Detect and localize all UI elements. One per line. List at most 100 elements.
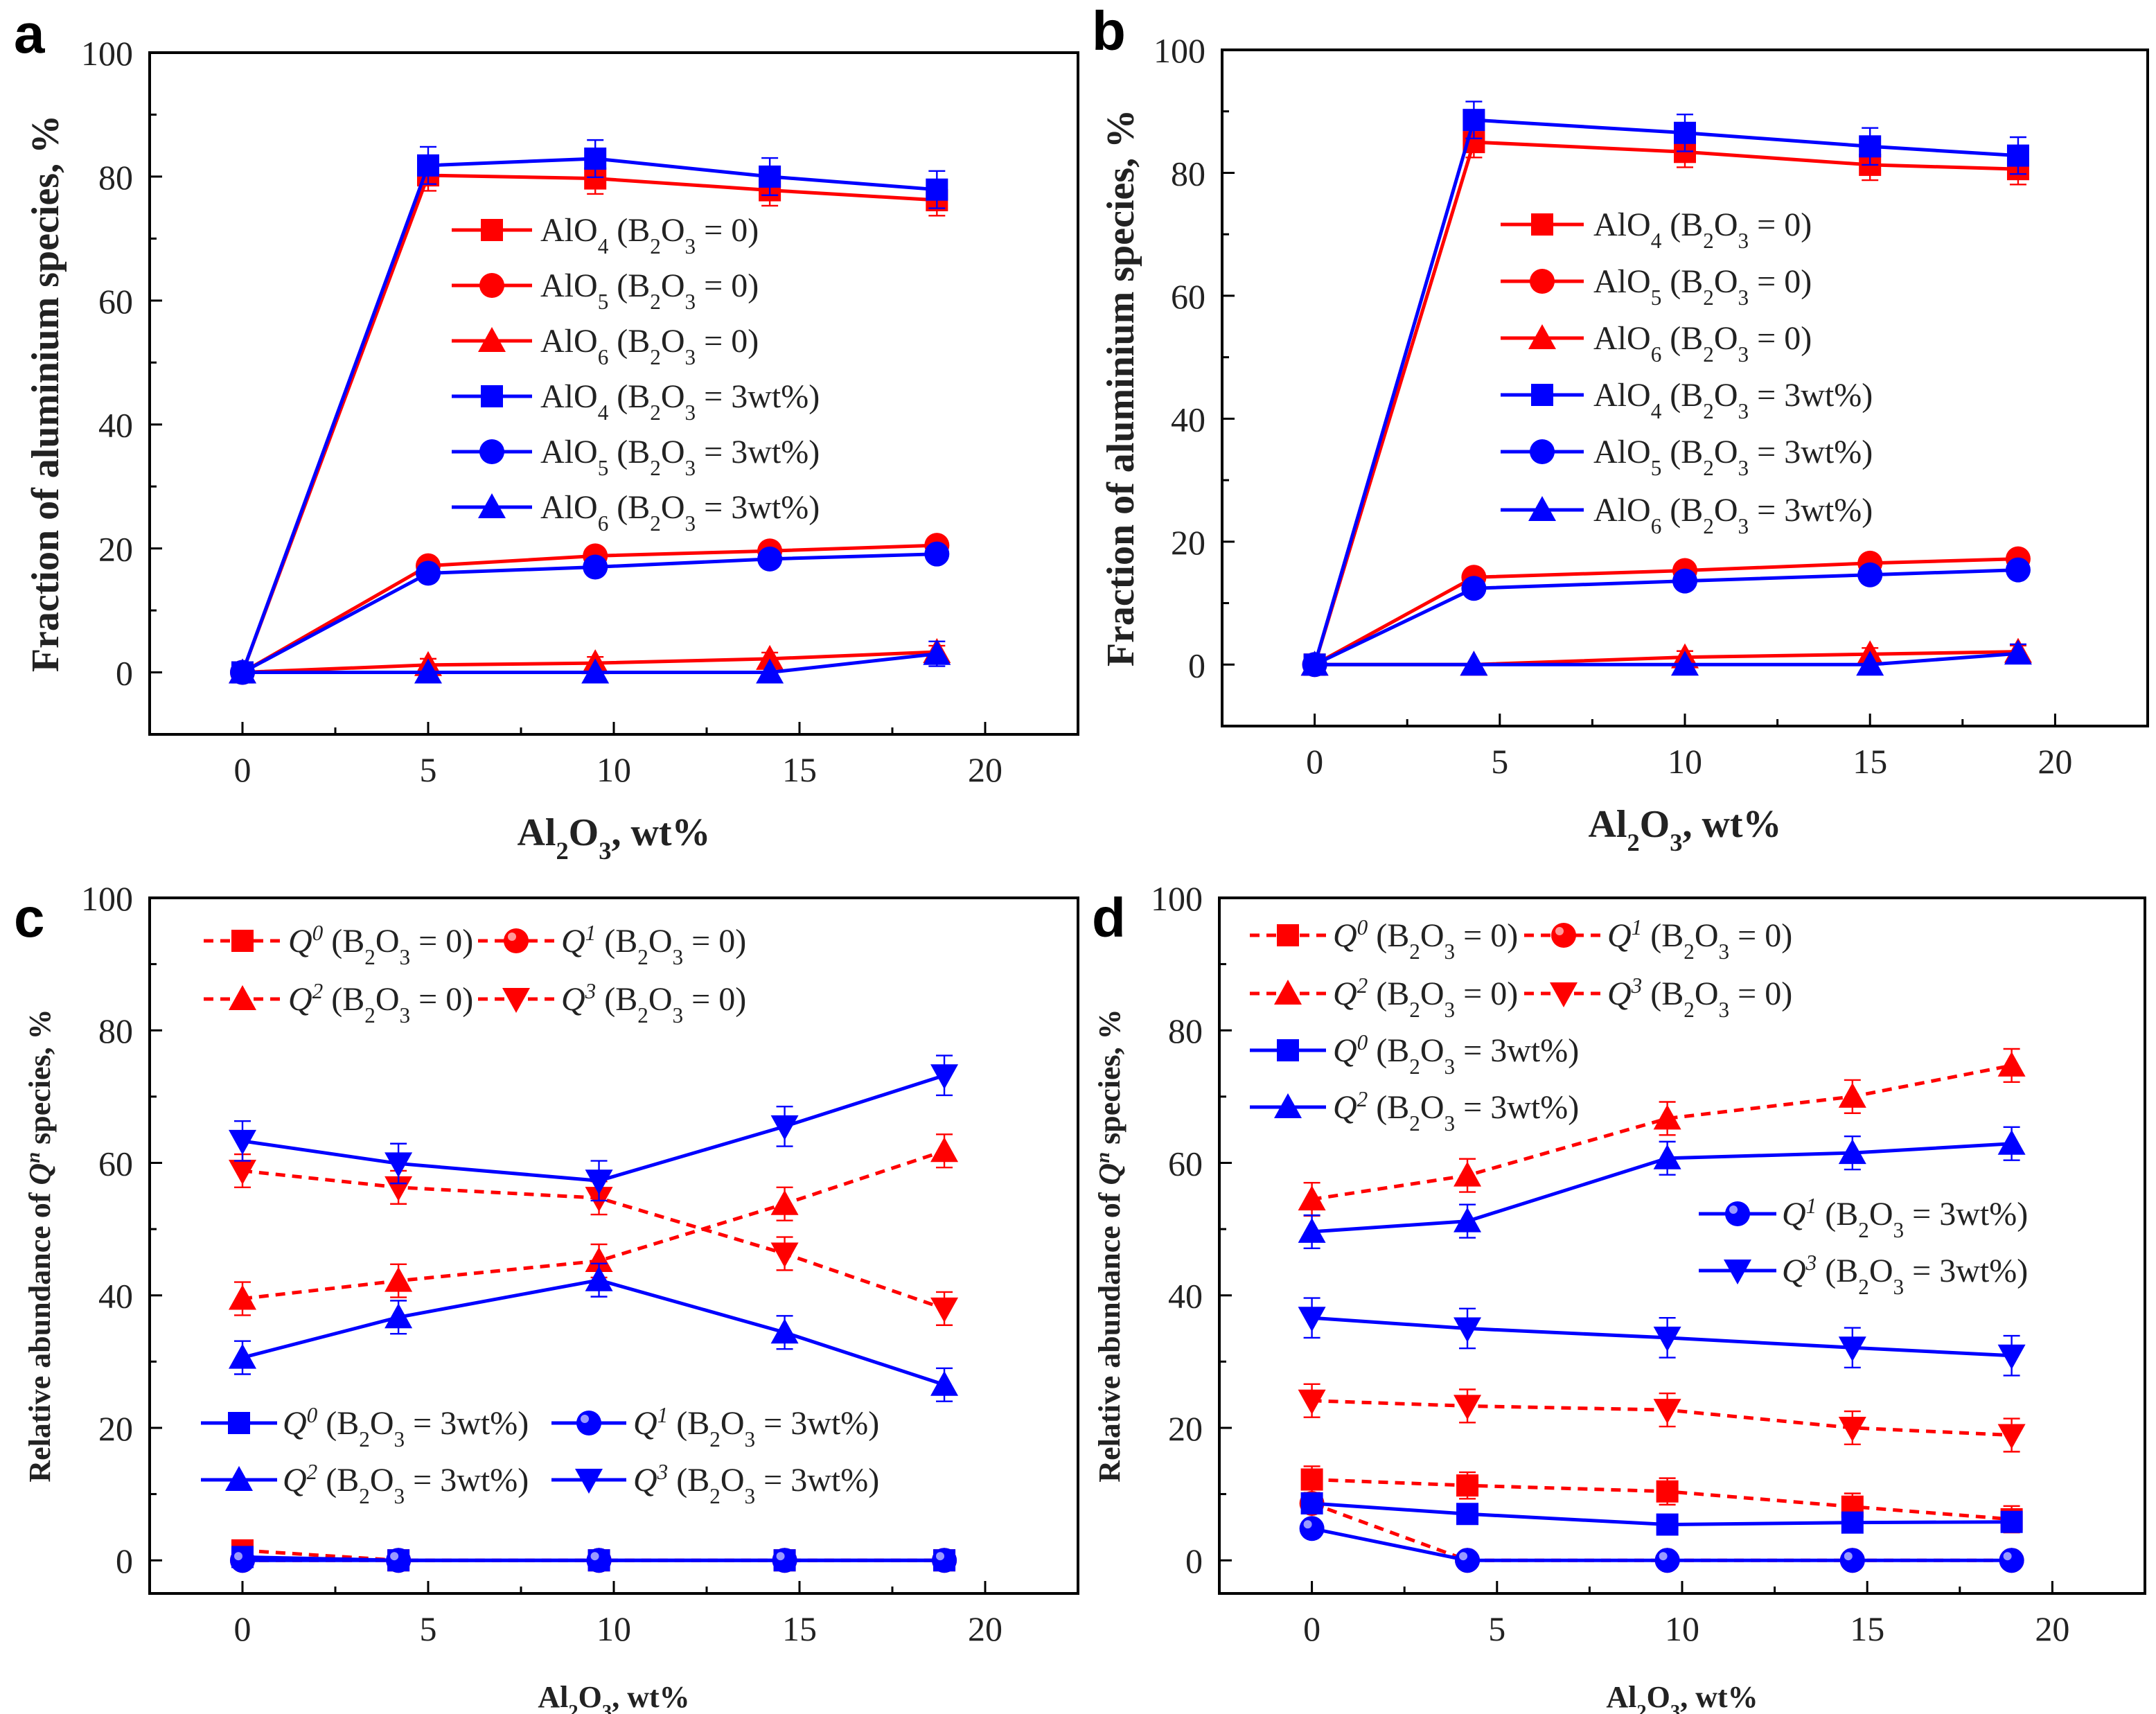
y-tick-label: 20 xyxy=(1168,1409,1203,1448)
data-point xyxy=(1455,1548,1481,1573)
legend-entry: Q1 (B2O3 = 3wt%) xyxy=(1699,1194,2028,1242)
legend-entry: Q3 (B2O3 = 3wt%) xyxy=(551,1460,879,1508)
legend-entry: Q2 (B2O3 = 0) xyxy=(1250,973,1518,1022)
data-point xyxy=(1672,568,1697,594)
x-tick-label: 20 xyxy=(968,750,1002,789)
data-point xyxy=(1859,135,1882,158)
legend-marker xyxy=(504,928,529,953)
x-axis-label: Al2O3, wt% xyxy=(538,1680,689,1714)
data-point xyxy=(1453,1161,1482,1187)
data-point xyxy=(1453,1317,1482,1343)
legend-entry: AlO5 (B2O3 = 3wt%) xyxy=(1501,434,1873,480)
legend-marker xyxy=(1528,496,1556,521)
legend-entry: AlO6 (B2O3 = 3wt%) xyxy=(452,489,820,536)
data-point xyxy=(1856,651,1884,676)
legend-entry: Q1 (B2O3 = 0) xyxy=(478,921,746,969)
y-tick-label: 40 xyxy=(98,406,133,445)
legend-label: Q3 (B2O3 = 0) xyxy=(1607,973,1792,1022)
x-tick-label: 10 xyxy=(597,750,631,789)
series-2 xyxy=(1300,637,2032,676)
series-line xyxy=(242,1278,945,1387)
panel-label: d xyxy=(1092,887,1126,948)
series-5 xyxy=(1299,1516,2024,1573)
y-tick-label: 80 xyxy=(1168,1011,1203,1050)
data-point-highlight xyxy=(776,1552,785,1561)
x-tick-label: 10 xyxy=(597,1609,631,1648)
y-tick-label: 0 xyxy=(1185,1541,1203,1580)
y-tick-label: 40 xyxy=(1168,1277,1203,1316)
series-6 xyxy=(1298,1126,2026,1250)
data-point xyxy=(229,1159,256,1185)
legend-marker xyxy=(1277,924,1299,946)
x-tick-label: 10 xyxy=(1668,742,1702,781)
legend-label: AlO4 (B2O3 = 3wt%) xyxy=(540,378,820,425)
x-tick-label: 5 xyxy=(1491,742,1508,781)
x-tick-label: 15 xyxy=(782,1609,817,1648)
legend-label: Q2 (B2O3 = 0) xyxy=(1333,973,1518,1022)
legend-label: AlO4 (B2O3 = 0) xyxy=(540,212,759,258)
data-point xyxy=(583,554,608,580)
legend-entry: Q0 (B2O3 = 3wt%) xyxy=(201,1403,529,1451)
series-2 xyxy=(1298,1048,2026,1217)
data-point xyxy=(1671,651,1699,676)
data-point xyxy=(2005,557,2031,583)
data-point xyxy=(1456,1474,1479,1497)
y-tick-label: 20 xyxy=(1171,523,1205,562)
data-point xyxy=(930,1064,959,1090)
series-line xyxy=(242,1073,945,1183)
legend-label: Q0 (B2O3 = 3wt%) xyxy=(283,1403,529,1451)
data-point xyxy=(926,178,948,201)
data-point xyxy=(386,1548,412,1573)
legend-entry: AlO4 (B2O3 = 0) xyxy=(452,212,759,258)
legend-entry: AlO4 (B2O3 = 0) xyxy=(1501,206,1812,253)
x-axis-label: Al2O3, wt% xyxy=(1588,803,1781,856)
legend-marker xyxy=(1528,324,1556,349)
data-point xyxy=(1654,1548,1680,1573)
series-line xyxy=(1311,1063,2013,1201)
data-point xyxy=(229,1129,256,1155)
y-tick-label: 0 xyxy=(116,1541,133,1580)
legend-marker xyxy=(1274,980,1302,1005)
data-point xyxy=(770,1190,799,1215)
legend-label: Q3 (B2O3 = 3wt%) xyxy=(633,1460,879,1508)
legend-entry: Q3 (B2O3 = 0) xyxy=(1524,973,1792,1022)
legend-label: Q0 (B2O3 = 0) xyxy=(288,921,473,969)
y-tick-label: 100 xyxy=(1151,879,1203,918)
data-point xyxy=(2004,639,2032,665)
series-4 xyxy=(1302,557,2031,678)
series-2 xyxy=(229,1133,959,1316)
x-tick-label: 5 xyxy=(420,1609,437,1648)
data-point xyxy=(586,1548,612,1573)
legend-marker xyxy=(576,1411,601,1435)
legend-marker-highlight xyxy=(508,933,516,941)
data-point xyxy=(1298,1389,1326,1415)
data-point xyxy=(1838,1416,1866,1442)
legend-marker-highlight xyxy=(581,1415,589,1423)
y-axis-label: Fraction of aluminium species, % xyxy=(1099,109,1142,666)
legend-entry: AlO6 (B2O3 = 3wt%) xyxy=(1501,492,1873,538)
x-tick-label: 15 xyxy=(1850,1609,1884,1648)
legend-marker xyxy=(229,985,256,1010)
chart-panel-d: d 0 5 10 15 20 0 20 40 60 80 100 Al2O3, wt% Relative … xyxy=(1092,879,2146,1714)
legend-marker xyxy=(1274,1093,1302,1118)
panel-label: b xyxy=(1092,0,1126,62)
data-point xyxy=(229,658,256,684)
legend-marker xyxy=(231,930,254,952)
data-point xyxy=(414,658,442,684)
chart-panel-b: b 0 5 10 15 20 0 20 40 60 80 100 Al2O3, wt% Fraction … xyxy=(1092,0,2149,856)
data-point xyxy=(230,1548,255,1573)
data-point xyxy=(1300,1468,1323,1491)
data-point xyxy=(385,1303,413,1329)
data-point xyxy=(585,1246,613,1272)
legend-label: Q1 (B2O3 = 0) xyxy=(1607,915,1792,964)
data-point xyxy=(924,541,950,567)
data-point xyxy=(1857,562,1883,587)
data-point xyxy=(385,1266,413,1292)
y-tick-label: 100 xyxy=(1154,31,1205,70)
legend-entry: Q3 (B2O3 = 0) xyxy=(478,979,746,1027)
series-5 xyxy=(1300,639,2032,676)
data-point xyxy=(930,1137,959,1163)
legend-label: AlO4 (B2O3 = 3wt%) xyxy=(1593,377,1873,423)
y-tick-label: 60 xyxy=(98,1144,133,1183)
x-tick-label: 15 xyxy=(1853,742,1887,781)
